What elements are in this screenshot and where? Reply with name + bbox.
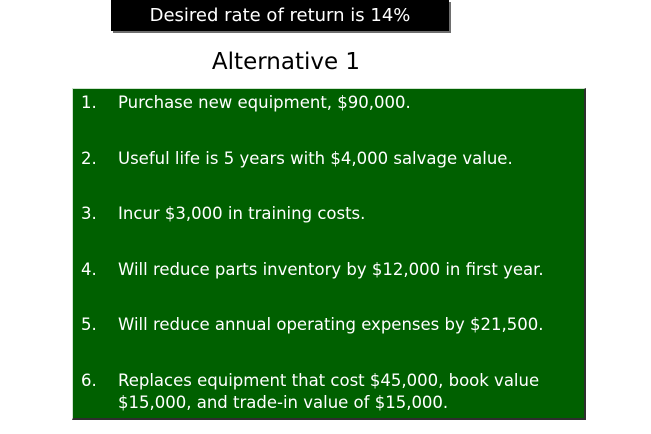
list-item-number: 4. [81,260,97,279]
list-item-number: 3. [81,204,97,223]
list-item-text: Replaces equipment that cost $45,000, bo… [118,371,540,412]
list-item: 2. Useful life is 5 years with $4,000 sa… [81,148,581,170]
list-item-text: Useful life is 5 years with $4,000 salva… [118,149,513,168]
list-item: 5. Will reduce annual operating expenses… [81,314,581,336]
alternative-title: Alternative 1 [211,49,361,75]
list-item: 3. Incur $3,000 in training costs. [81,203,581,225]
rate-banner-text: Desired rate of return is 14% [149,5,411,26]
list-item-number: 6. [81,371,97,390]
rate-banner: Desired rate of return is 14% [111,0,449,31]
list-item-text: Will reduce annual operating expenses by… [118,315,544,334]
list-item: 6. Replaces equipment that cost $45,000,… [81,370,581,414]
list-item-text: Incur $3,000 in training costs. [118,204,366,223]
list-item-number: 1. [81,93,97,112]
alternative-details-panel: 1. Purchase new equipment, $90,000. 2. U… [72,88,586,420]
list-item: 4. Will reduce parts inventory by $12,00… [81,259,581,281]
list-item-number: 5. [81,315,97,334]
list-item: 1. Purchase new equipment, $90,000. [81,92,581,114]
list-item-number: 2. [81,149,97,168]
list-item-text: Will reduce parts inventory by $12,000 i… [118,260,544,279]
list-item-text: Purchase new equipment, $90,000. [118,93,411,112]
